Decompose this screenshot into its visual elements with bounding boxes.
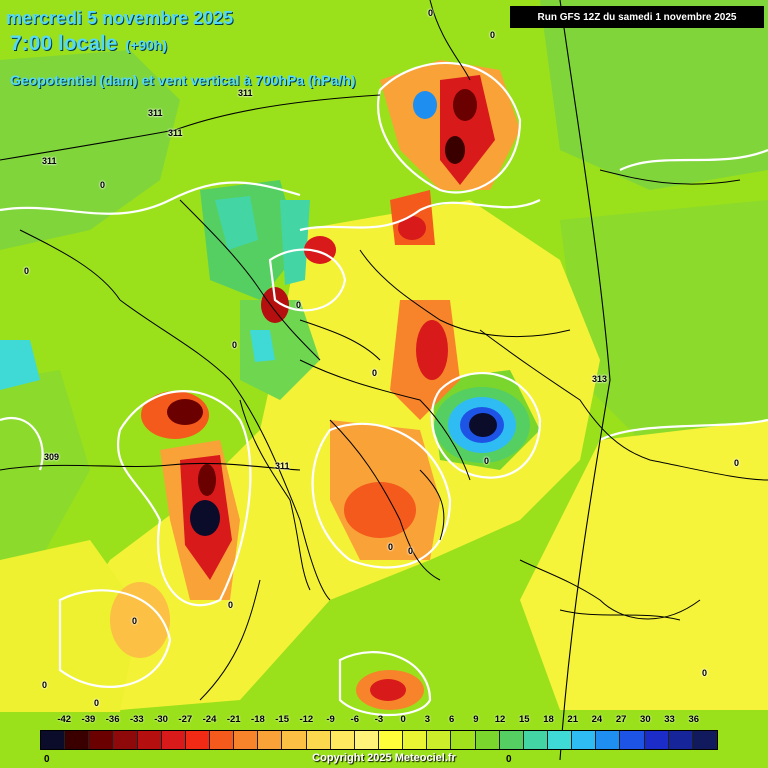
legend-tick: -30 — [154, 714, 168, 725]
contour-label: 0 — [132, 616, 138, 626]
legend-tick: -15 — [275, 714, 290, 725]
legend-tick: 33 — [664, 714, 675, 725]
legend-tick: 30 — [640, 714, 651, 725]
legend-tick: 18 — [543, 714, 554, 725]
color-swatch — [523, 731, 548, 749]
legend-tick: -27 — [178, 714, 193, 725]
color-swatch — [475, 731, 500, 749]
contour-label: 0 — [408, 546, 414, 556]
contour-label: 0 — [734, 458, 740, 468]
run-info-banner: Run GFS 12Z du samedi 1 novembre 2025 — [510, 6, 764, 28]
color-scale-bar — [40, 730, 718, 750]
color-swatch — [378, 731, 404, 749]
color-swatch — [620, 731, 645, 749]
contour-label: 0 — [228, 600, 234, 610]
contour-label: 311 — [42, 156, 57, 166]
legend-tick: 9 — [473, 714, 479, 725]
color-swatch — [692, 731, 717, 749]
color-swatch — [161, 731, 186, 749]
legend-zero-right: 0 — [506, 754, 512, 765]
contour-label: 311 — [148, 108, 163, 118]
forecast-time: 7:00 locale (+90h) — [10, 32, 167, 56]
legend-tick: -36 — [105, 714, 120, 725]
color-swatch — [185, 731, 210, 749]
legend-tick: -6 — [350, 714, 360, 725]
color-swatch — [451, 731, 476, 749]
contour-label: 0 — [388, 542, 394, 552]
color-swatch — [644, 731, 669, 749]
contour-label: 0 — [42, 680, 48, 690]
legend-tick: 12 — [494, 714, 506, 725]
color-swatch — [572, 731, 597, 749]
color-swatch — [596, 731, 621, 749]
legend-tick: -21 — [226, 714, 241, 725]
contour-label: 0 — [100, 180, 106, 190]
contour-label: 0 — [490, 30, 496, 40]
contour-label: 311 — [275, 461, 290, 471]
color-swatch — [41, 731, 66, 749]
contour-label: 0 — [702, 668, 708, 678]
legend-tick: -39 — [81, 714, 96, 725]
legend-tick: 3 — [424, 714, 431, 725]
color-swatch — [209, 731, 235, 749]
color-swatch — [427, 731, 452, 749]
color-swatch — [306, 731, 331, 749]
legend-tick: 36 — [688, 714, 700, 725]
contour-label: 311 — [238, 88, 253, 98]
color-swatch — [547, 731, 573, 749]
color-swatch — [234, 731, 259, 749]
color-swatch — [89, 731, 114, 749]
color-swatch — [258, 731, 283, 749]
legend-zero-left: 0 — [44, 754, 50, 765]
forecast-date: mercredi 5 novembre 2025 — [6, 8, 234, 28]
legend-tick: 6 — [448, 714, 455, 725]
legend-tick: -3 — [374, 714, 384, 725]
color-swatch — [499, 731, 524, 749]
contour-label: 0 — [372, 368, 378, 378]
legend-tick: -42 — [57, 714, 72, 725]
legend-tick: -9 — [326, 714, 335, 725]
legend-tick: 21 — [567, 714, 578, 725]
contour-label: 309 — [44, 452, 60, 462]
legend-tick: 15 — [518, 714, 530, 725]
legend-tick: 0 — [400, 714, 406, 725]
color-swatch — [403, 731, 428, 749]
contour-label: 0 — [428, 8, 434, 18]
lead-time: (+90h) — [125, 37, 168, 53]
legend-tick: 24 — [591, 714, 603, 725]
field-description: Geopotentiel (dam) et vent vertical à 70… — [10, 72, 356, 88]
legend-tick: 27 — [615, 714, 627, 725]
contour-label: 0 — [232, 340, 238, 350]
contour-label: 0 — [484, 456, 490, 466]
contour-label: 0 — [24, 266, 30, 276]
contour-label: 311 — [168, 128, 183, 138]
color-swatch — [668, 731, 693, 749]
contour-label: 0 — [296, 300, 302, 310]
local-time: 7:00 locale — [10, 32, 118, 55]
legend-tick: -12 — [299, 714, 314, 725]
copyright: Copyright 2025 Meteociel.fr — [312, 752, 456, 764]
color-swatch — [113, 731, 138, 749]
legend-tick: -33 — [129, 714, 144, 725]
legend-tick: -24 — [202, 714, 217, 725]
color-swatch — [282, 731, 307, 749]
color-swatch — [330, 731, 355, 749]
legend-tick-labels: -42 -39 -36 -33 -30 -27 -24 -21 -18 -15 -12 -9 -6 -3 0… — [40, 714, 718, 728]
contour-label: 313 — [592, 374, 608, 384]
contour-label: 0 — [94, 698, 100, 708]
color-swatch — [354, 731, 379, 749]
legend-tick: -18 — [251, 714, 265, 725]
color-swatch — [65, 731, 90, 749]
color-swatch — [137, 731, 162, 749]
